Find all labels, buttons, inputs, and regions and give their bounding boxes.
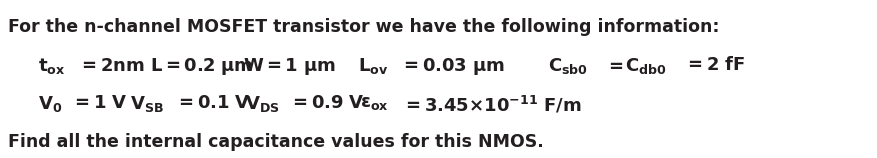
- Text: $\mathbf{= 2nm\ L = 0.2\ \mu m}$: $\mathbf{= 2nm\ L = 0.2\ \mu m}$: [78, 56, 253, 77]
- Text: $\mathbf{= 2\ fF}$: $\mathbf{= 2\ fF}$: [683, 56, 745, 74]
- Text: $\mathbf{C_{sb0}}$: $\mathbf{C_{sb0}}$: [547, 56, 588, 76]
- Text: $\mathbf{= 0.03\ \mu m}$: $\mathbf{= 0.03\ \mu m}$: [400, 56, 504, 77]
- Text: $\mathbf{W= 1\ \mu m}$: $\mathbf{W= 1\ \mu m}$: [243, 56, 336, 77]
- Text: $\mathbf{= 0.1\ V}$: $\mathbf{= 0.1\ V}$: [175, 94, 251, 112]
- Text: $\mathbf{= 1\ V}$: $\mathbf{= 1\ V}$: [71, 94, 127, 112]
- Text: Find all the internal capacitance values for this NMOS.: Find all the internal capacitance values…: [8, 133, 543, 151]
- Text: $\mathbf{L_{ov}}$: $\mathbf{L_{ov}}$: [358, 56, 388, 76]
- Text: $\mathbf{t_{ox}}$: $\mathbf{t_{ox}}$: [38, 56, 65, 76]
- Text: $\mathbf{=}$: $\mathbf{=}$: [604, 56, 623, 74]
- Text: $\mathbf{V_{DS}}$: $\mathbf{V_{DS}}$: [245, 94, 280, 114]
- Text: $\mathbf{V_0}$: $\mathbf{V_0}$: [38, 94, 62, 114]
- Text: $\mathbf{C_{db0}}$: $\mathbf{C_{db0}}$: [624, 56, 666, 76]
- Text: $\mathbf{\varepsilon_{ox}}$: $\mathbf{\varepsilon_{ox}}$: [360, 94, 389, 112]
- Text: $\mathbf{= 0.9\ V}$: $\mathbf{= 0.9\ V}$: [289, 94, 364, 112]
- Text: $\mathbf{V_{SB}}$: $\mathbf{V_{SB}}$: [130, 94, 164, 114]
- Text: $\mathbf{= 3.45{\times}10^{-11}\ F/m}$: $\mathbf{= 3.45{\times}10^{-11}\ F/m}$: [402, 94, 581, 115]
- Text: For the n-channel MOSFET transistor we have the following information:: For the n-channel MOSFET transistor we h…: [8, 18, 718, 36]
